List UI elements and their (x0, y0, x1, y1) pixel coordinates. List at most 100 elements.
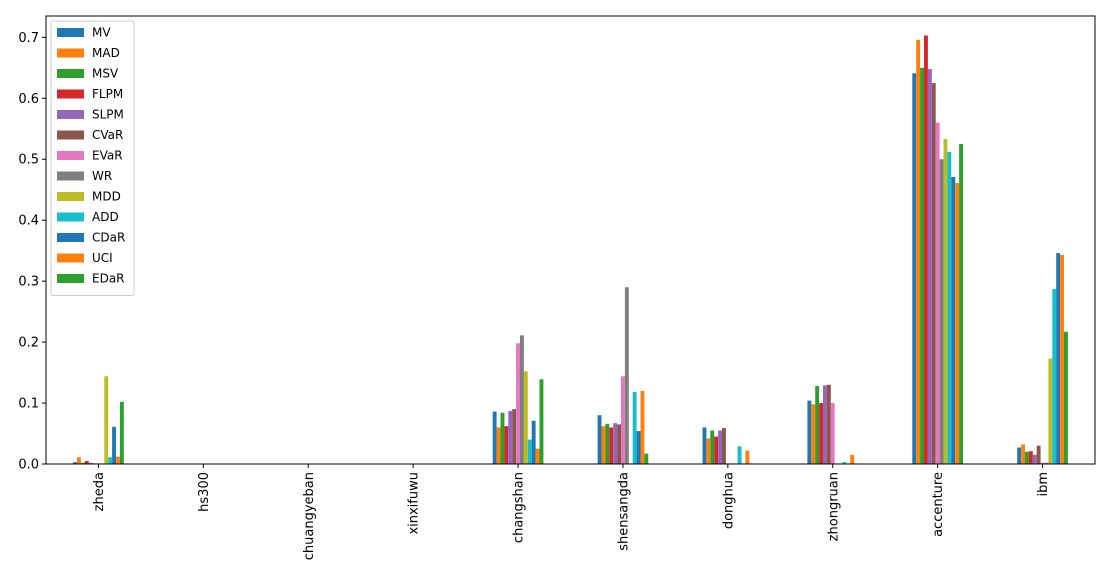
bar-ibm-edar (1064, 331, 1068, 464)
legend-label-edar: EDaR (92, 272, 125, 286)
bar-changshan-mdd (523, 371, 528, 464)
legend-label-wr: WR (92, 169, 112, 183)
y-tick-label: 0.5 (18, 153, 39, 168)
bar-zheda-msv (80, 462, 85, 464)
bar-accenture-mad (916, 39, 921, 465)
bar-accenture-msv (920, 67, 924, 464)
bar-ibm-mv (1017, 447, 1022, 464)
legend-swatch-flpm (57, 89, 84, 99)
x-axis: zheda hs300 chuangyeban xinxifuwu changshan s… (92, 464, 1051, 560)
bar-shensangda-msv (605, 423, 610, 464)
x-tick-label-zheda: zheda (92, 472, 107, 511)
bar-ibm-mdd (1048, 358, 1053, 464)
y-tick-label: 0.7 (18, 31, 39, 46)
legend-label-mv: MV (92, 26, 111, 40)
legend-swatch-cvar (57, 130, 84, 140)
legend-swatch-msv (57, 69, 84, 78)
bar-donghua-msv (710, 430, 715, 464)
legend-swatch-wr (57, 171, 84, 181)
y-tick-label: 0.1 (18, 397, 39, 412)
bar-zhongruan-flpm (819, 403, 823, 464)
bar-shensangda-mad (601, 426, 606, 464)
bar-zheda-cdar (112, 426, 116, 464)
x-tick-label-xinxifuwu: xinxifuwu (407, 472, 422, 535)
x-tick-label-changshan: changshan (512, 472, 527, 543)
legend-label-mdd: MDD (92, 190, 121, 204)
bar-zheda-mad (77, 457, 81, 464)
legend-label-add: ADD (92, 210, 119, 224)
bar-changshan-cdar (531, 420, 536, 464)
bar-ibm-mad (1021, 444, 1025, 464)
x-tick-label-hs300: hs300 (197, 472, 212, 512)
bar-donghua-uci (745, 450, 750, 464)
legend-swatch-cdar (57, 233, 84, 242)
bar-changshan-cvar (512, 409, 517, 464)
bar-zhongruan-uci (850, 454, 855, 464)
bar-accenture-uci (955, 183, 960, 464)
bar-zhongruan-slpm (823, 385, 827, 464)
legend-swatch-mv (57, 28, 84, 37)
bars-group (73, 35, 1068, 465)
legend-label-flpm: FLPM (92, 87, 123, 101)
bar-shensangda-slpm (613, 423, 618, 464)
bar-shensangda-evar (621, 376, 625, 464)
x-tick-label-ibm: ibm (1036, 472, 1051, 497)
bar-changshan-mv (492, 411, 497, 464)
bar-accenture-add (947, 151, 952, 465)
bar-ibm-cdar (1056, 253, 1061, 464)
legend-swatch-uci (57, 253, 84, 263)
bar-zheda-uci (116, 456, 120, 464)
y-tick-label: 0.4 (18, 214, 39, 229)
y-axis: 0.0 0.1 0.2 0.3 0.4 0.5 0.6 0.7 (18, 31, 46, 473)
bar-shensangda-cdar (636, 431, 641, 464)
y-tick-label: 0.0 (18, 458, 39, 473)
bar-shensangda-wr (624, 287, 629, 464)
y-tick-label: 0.6 (18, 92, 39, 107)
legend-label-msv: MSV (92, 67, 119, 81)
legend-label-cdar: CDaR (92, 231, 125, 245)
legend-swatch-mdd (57, 192, 84, 201)
bar-changshan-add (527, 439, 532, 464)
bar-zhongruan-msv (815, 385, 820, 464)
bar-accenture-mv (912, 73, 917, 465)
bar-shensangda-flpm (609, 427, 614, 464)
legend-label-cvar: CVaR (92, 128, 123, 142)
bar-donghua-add (737, 446, 742, 464)
legend-label-mad: MAD (92, 46, 120, 60)
x-tick-label-zhongruan: zhongruan (826, 472, 841, 541)
bar-ibm-cvar (1036, 445, 1041, 464)
legend-swatch-evar (57, 151, 84, 160)
y-tick-label: 0.3 (18, 275, 39, 290)
bar-shensangda-mv (597, 415, 602, 464)
bar-zhongruan-add (842, 462, 847, 464)
bar-zheda-add (108, 457, 113, 464)
bar-zhongruan-mad (811, 404, 816, 464)
legend-swatch-mad (57, 48, 84, 58)
legend-swatch-edar (57, 274, 84, 283)
x-tick-label-donghua: donghua (721, 472, 736, 529)
x-tick-label-accenture: accenture (931, 472, 946, 537)
bar-ibm-add (1052, 289, 1057, 464)
bar-ibm-evar (1040, 462, 1045, 464)
bar-accenture-wr (939, 159, 944, 465)
bar-accenture-edar (959, 144, 963, 464)
bar-changshan-wr (520, 335, 524, 464)
y-tick-label: 0.2 (18, 336, 39, 351)
legend: MV MAD MSV FLPM SLPM CVaR EVaR WR MDD ADD CDaR UCI E… (50, 20, 135, 296)
bar-zheda-flpm (84, 460, 89, 464)
bar-zhongruan-mv (807, 400, 812, 464)
bar-accenture-cdar (951, 176, 956, 464)
bar-changshan-flpm (504, 426, 509, 464)
bar-zheda-mdd (104, 376, 109, 464)
bar-changshan-mad (496, 427, 501, 464)
bar-accenture-slpm (927, 69, 932, 464)
bar-accenture-mdd (943, 139, 948, 464)
bar-ibm-msv (1025, 451, 1029, 464)
bar-donghua-flpm (714, 436, 719, 464)
bar-shensangda-uci (640, 390, 645, 464)
x-tick-label-shensangda: shensangda (616, 472, 631, 551)
bar-shensangda-cvar (617, 424, 621, 464)
bar-donghua-mv (702, 427, 707, 464)
bar-zheda-edar (119, 401, 124, 464)
